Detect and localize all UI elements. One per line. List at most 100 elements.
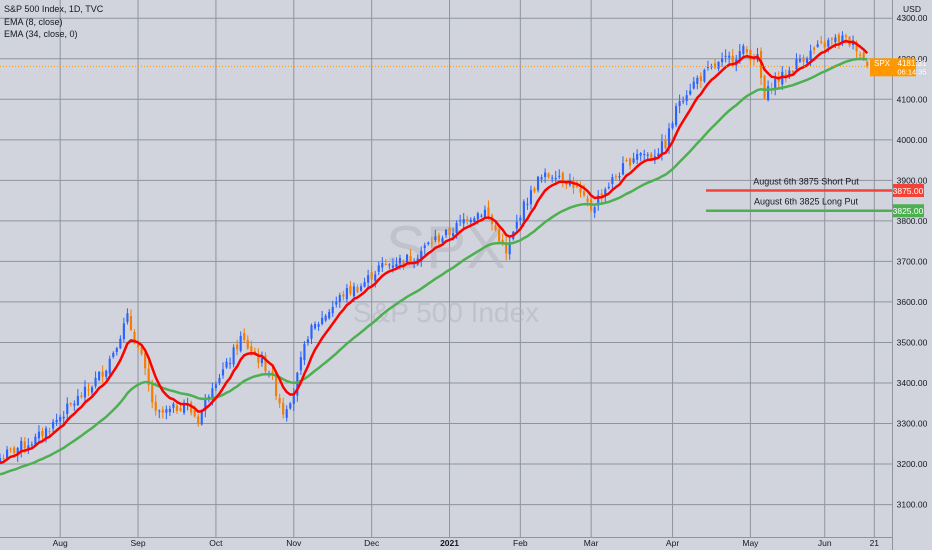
candle-body <box>406 254 409 264</box>
short-put-label: August 6th 3875 Short Put <box>753 176 859 186</box>
candle-body <box>586 198 589 202</box>
candle-body <box>250 346 253 352</box>
candle-body <box>501 239 504 243</box>
candle-body <box>533 188 536 192</box>
x-tick-label: May <box>742 538 759 548</box>
candle-body <box>158 410 161 412</box>
candle-body <box>44 428 48 439</box>
candle-body <box>593 207 596 213</box>
candle-body <box>218 377 221 383</box>
candle-body <box>678 101 681 107</box>
candle-body <box>805 58 809 64</box>
candle-body <box>161 409 164 413</box>
candle-body <box>664 140 667 149</box>
candle-body <box>285 409 288 418</box>
candle-body <box>370 272 373 280</box>
candle-body <box>94 377 97 387</box>
candle-body <box>317 324 320 327</box>
candle-body <box>402 260 405 265</box>
candle-body <box>749 50 752 61</box>
candle-body <box>466 219 469 222</box>
candle-body <box>600 193 603 197</box>
candle-body <box>236 344 239 350</box>
candle-body <box>232 347 235 365</box>
candle-body <box>80 395 83 398</box>
candle-body <box>257 355 260 363</box>
y-tick-label: 3500.00 <box>897 337 928 347</box>
ema-fast-line <box>0 39 869 465</box>
candle-body <box>618 175 621 178</box>
ema-slow-label[interactable]: EMA (34, close, 0) <box>4 29 78 39</box>
candle-body <box>795 59 798 69</box>
candle-body <box>682 100 685 102</box>
candle-body <box>788 70 791 76</box>
candle-body <box>37 431 40 439</box>
candle-body <box>579 188 582 193</box>
candle-body <box>820 41 823 43</box>
short-put-price-text: 3875.00 <box>893 186 924 196</box>
candle-body <box>802 57 805 62</box>
y-tick-label: 3800.00 <box>897 216 928 226</box>
candle-body <box>204 398 207 411</box>
candle-body <box>604 189 607 197</box>
candle-body <box>487 207 490 217</box>
candle-body <box>692 81 695 89</box>
candle-body <box>175 405 179 412</box>
candle-body <box>151 385 154 403</box>
y-tick-label: 3100.00 <box>897 500 928 510</box>
x-tick-label: Sep <box>130 538 145 548</box>
long-put-price-text: 3825.00 <box>893 206 924 216</box>
candle-body <box>243 333 246 341</box>
candle-body <box>625 160 628 162</box>
candle-body <box>508 242 511 255</box>
candle-body <box>179 408 182 411</box>
candle-body <box>685 95 688 101</box>
long-put-price-tag <box>892 204 924 218</box>
candle-body <box>844 35 848 37</box>
candle-body <box>321 317 324 324</box>
x-tick-label: Nov <box>286 538 302 548</box>
candle-body <box>816 44 819 47</box>
candle-body <box>292 393 295 404</box>
candle-body <box>105 370 108 377</box>
candle-body <box>830 38 833 40</box>
candle-body <box>430 242 433 244</box>
candle-body <box>183 404 186 413</box>
ema-fast-label[interactable]: EMA (8, close) <box>4 16 63 27</box>
candle-body <box>48 431 51 433</box>
candle-body <box>6 449 9 459</box>
candle-body <box>667 128 671 148</box>
candle-body <box>310 325 313 339</box>
x-tick-label: 21 <box>870 538 880 548</box>
candle-body <box>632 158 635 163</box>
candle-body <box>575 186 579 188</box>
candle-body <box>193 409 196 417</box>
candle-body <box>558 175 561 177</box>
candle-body <box>126 313 129 322</box>
candle-body <box>9 448 12 450</box>
candle-body <box>498 229 501 242</box>
candle-body <box>536 176 540 191</box>
candle-body <box>359 286 363 291</box>
candle-body <box>423 245 426 249</box>
candle-body <box>384 263 387 265</box>
candle-body <box>23 441 26 449</box>
candle-body <box>409 256 412 262</box>
current-price-value: 4181.31 <box>898 59 927 68</box>
y-tick-label: 3200.00 <box>897 459 928 469</box>
candle-body <box>526 203 529 205</box>
candle-body <box>713 63 717 68</box>
candle-body <box>547 173 550 178</box>
candle-body <box>483 209 486 217</box>
candle-body <box>59 416 62 422</box>
x-tick-label: Feb <box>513 538 528 548</box>
symbol-title[interactable]: S&P 500 Index, 1D, TVC <box>4 4 104 14</box>
candle-body <box>299 357 302 371</box>
current-price-countdown: 06:14:35 <box>897 67 926 76</box>
candle-body <box>837 34 840 43</box>
candle-body <box>561 172 564 182</box>
candle-body <box>862 52 865 60</box>
candle-body <box>349 286 352 294</box>
